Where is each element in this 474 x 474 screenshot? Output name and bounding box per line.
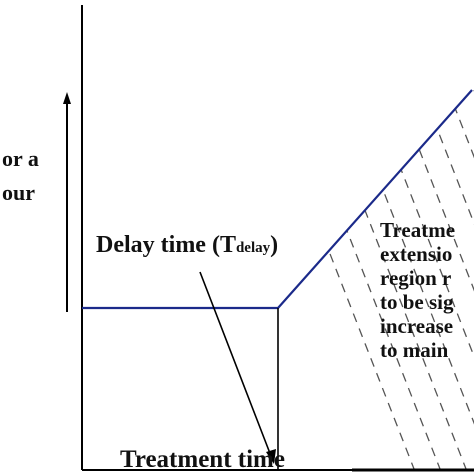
delay-label-suffix: ) bbox=[270, 232, 279, 258]
treatment-extension-label: Treatme extensio region r to be sig incr… bbox=[380, 218, 455, 362]
delay-time-label: Delay time (Tdelay) bbox=[96, 232, 278, 259]
region-label-line-6: to main bbox=[380, 338, 449, 362]
y-axis-label-line-1: or a bbox=[2, 146, 39, 171]
delay-label-prefix: Delay time (T bbox=[96, 232, 236, 258]
region-label-line-1: Treatme bbox=[380, 218, 456, 242]
delay-label-subscript: delay bbox=[235, 240, 271, 256]
region-label-line-4: to be sig bbox=[380, 290, 454, 314]
x-axis-label: Treatment time bbox=[120, 446, 285, 473]
hatch-line bbox=[447, 90, 474, 474]
region-label-line-3: region r bbox=[380, 266, 452, 290]
delay-pointer-arrow bbox=[199, 271, 272, 457]
delay-pointer-arrowhead bbox=[266, 449, 276, 464]
y-axis-label-line-2: our bbox=[2, 180, 35, 205]
hatch-line bbox=[421, 90, 474, 474]
hatch-line bbox=[395, 90, 474, 474]
region-label-line-2: extensio bbox=[380, 242, 453, 266]
y-axis-arrow-head bbox=[63, 92, 71, 104]
region-label-line-5: increase bbox=[380, 314, 454, 338]
